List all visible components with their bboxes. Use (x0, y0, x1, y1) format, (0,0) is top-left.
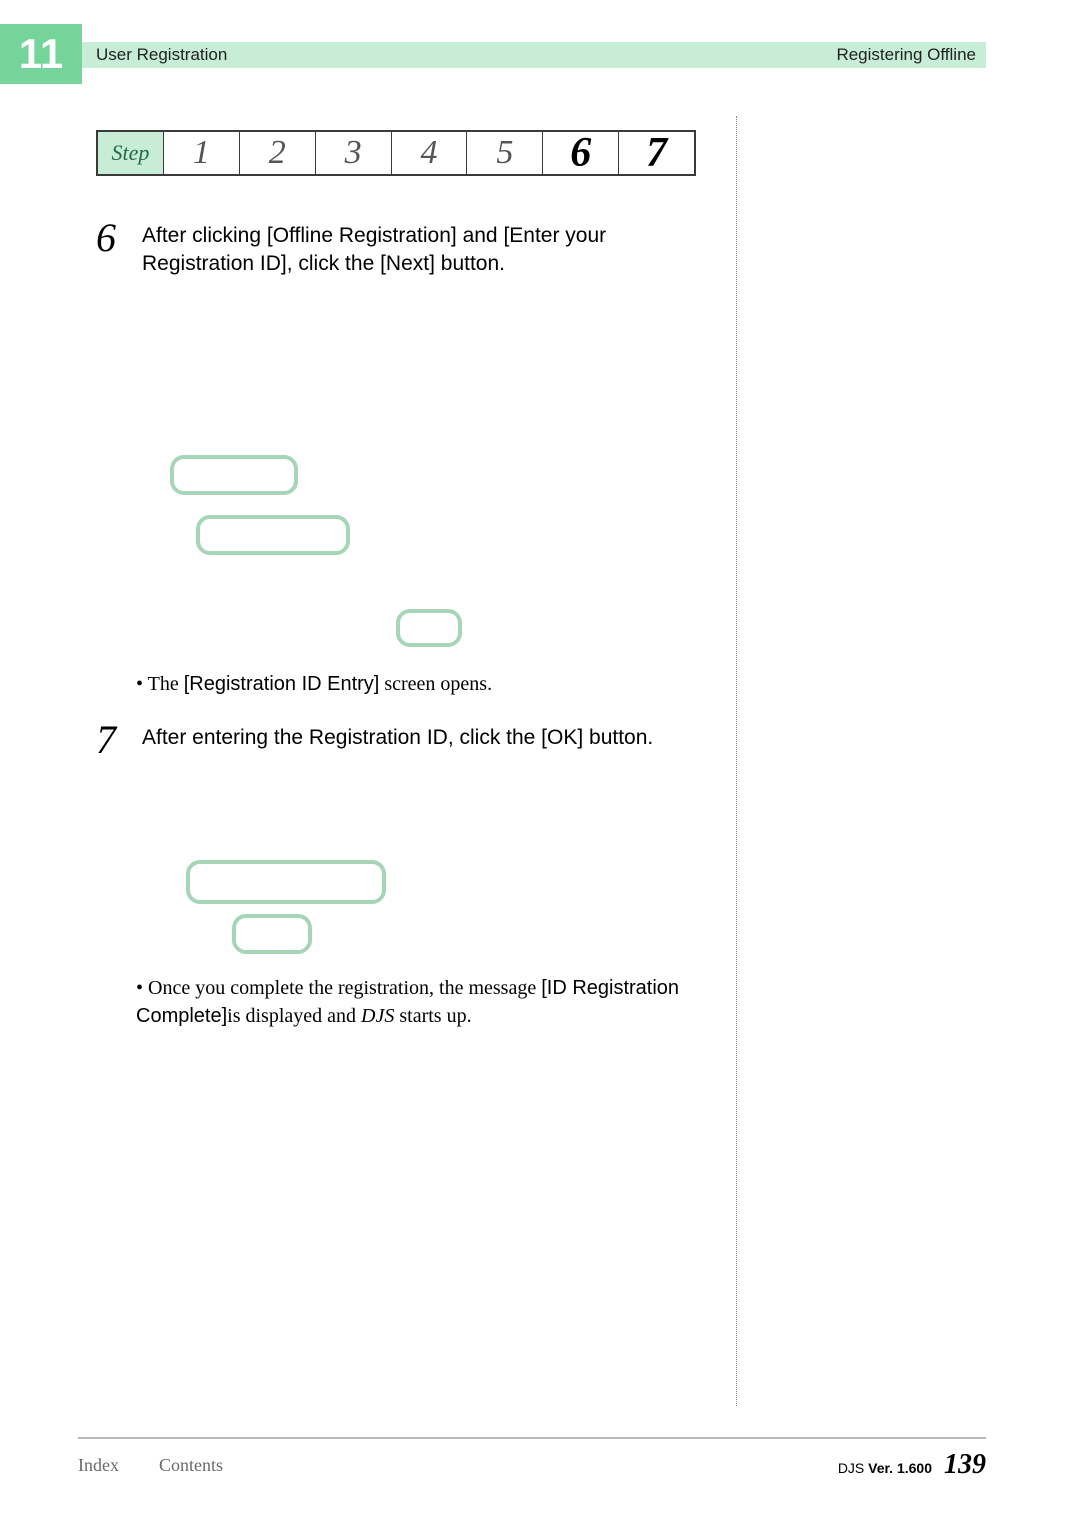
chapter-number-badge: 11 (0, 24, 82, 84)
instruction-step-7: 7 After entering the Registration ID, cl… (96, 720, 696, 760)
note-mid: is displayed and (227, 1005, 361, 1027)
highlight-box (186, 860, 386, 904)
step-text: After entering the Registration ID, clic… (142, 720, 653, 760)
version-label: DJS Ver. 1.600 (838, 1460, 932, 1476)
step-cell-2: 2 (240, 132, 316, 174)
step7-note: Once you complete the registration, the … (136, 974, 696, 1030)
header-strip: User Registration Registering Offline (82, 42, 986, 68)
highlight-box (196, 515, 350, 555)
page-footer: Index Contents DJS Ver. 1.600 139 (78, 1437, 986, 1481)
note-suffix: starts up. (394, 1005, 471, 1027)
note-bold: [Registration ID Entry] (184, 673, 380, 695)
step-cell-7: 7 (619, 132, 694, 174)
footer-links: Index Contents (78, 1455, 223, 1476)
note-prefix: Once you complete the registration, the … (148, 977, 541, 999)
footer-meta: DJS Ver. 1.600 139 (838, 1449, 986, 1481)
page-number: 139 (944, 1449, 986, 1481)
version-number: Ver. 1.600 (868, 1460, 932, 1476)
main-content: Step 1 2 3 4 5 6 7 6 After clicking [Off… (96, 130, 986, 1030)
page: 11 User Registration Registering Offline… (0, 0, 1080, 1529)
instruction-step-6: 6 After clicking [Offline Registration] … (96, 218, 696, 279)
highlight-box (232, 914, 312, 954)
step-tracker: Step 1 2 3 4 5 6 7 (96, 130, 696, 176)
index-link[interactable]: Index (78, 1455, 119, 1476)
step-number: 7 (96, 720, 126, 760)
note-suffix: screen opens. (379, 673, 492, 695)
column-divider (736, 116, 737, 1406)
step-cell-5: 5 (467, 132, 543, 174)
contents-link[interactable]: Contents (159, 1455, 223, 1476)
page-header: 11 User Registration Registering Offline (0, 24, 986, 70)
highlight-box (396, 609, 462, 647)
screenshot-placeholder-1 (96, 293, 696, 673)
highlight-box (170, 455, 298, 495)
step-cell-4: 4 (392, 132, 468, 174)
step-text: After clicking [Offline Registration] an… (142, 218, 696, 279)
step-cell-1: 1 (164, 132, 240, 174)
step-cell-6: 6 (543, 132, 619, 174)
step-number: 6 (96, 218, 126, 279)
note-prefix: The (148, 673, 184, 695)
header-subsection-title: Registering Offline (836, 45, 976, 65)
note-text: Once you complete the registration, the … (136, 974, 696, 1030)
step6-note: The [Registration ID Entry] screen opens… (136, 673, 696, 696)
version-prefix: DJS (838, 1460, 868, 1476)
screenshot-placeholder-2 (96, 774, 696, 964)
step-cell-3: 3 (316, 132, 392, 174)
header-section-title: User Registration (96, 45, 227, 65)
note-italic: DJS (361, 1005, 394, 1027)
note-text: The [Registration ID Entry] screen opens… (136, 673, 696, 696)
step-tracker-label: Step (98, 132, 164, 174)
